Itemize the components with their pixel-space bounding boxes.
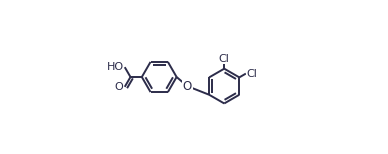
Text: Cl: Cl [219, 54, 230, 64]
Text: Cl: Cl [246, 69, 257, 79]
Text: O: O [183, 80, 192, 93]
Text: HO: HO [106, 62, 123, 72]
Text: O: O [115, 82, 123, 92]
